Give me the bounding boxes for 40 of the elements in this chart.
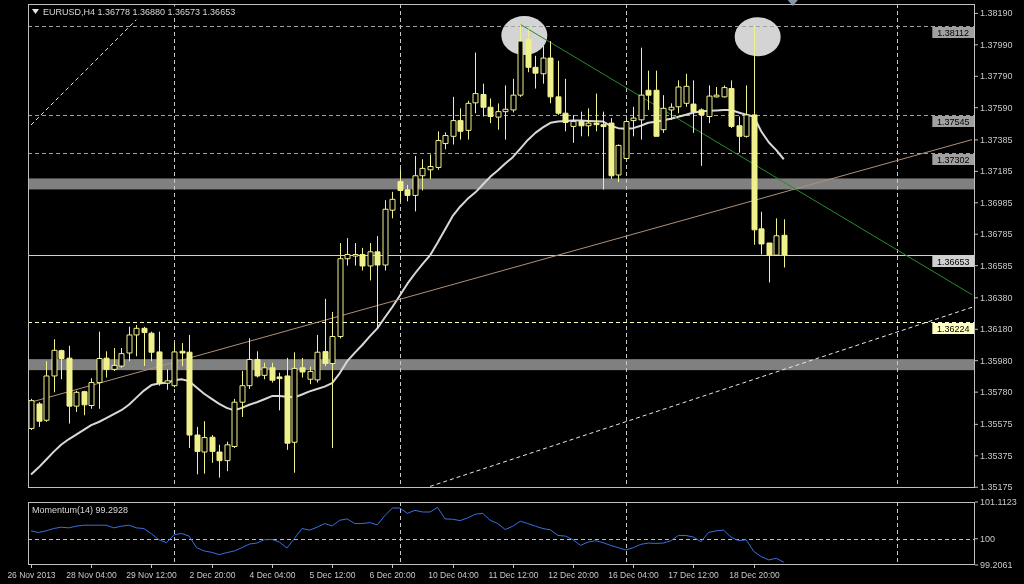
y-tick-label: 1.36180 (980, 324, 1013, 335)
y-tick-label: 1.35980 (980, 355, 1013, 366)
y-tick-label: 99.2061 (980, 560, 1013, 570)
y-tick-label: 1.35780 (980, 387, 1013, 398)
ref-line-label: 1.36653 (936, 256, 970, 267)
x-tick-label: 16 Dec 04:00 (608, 570, 660, 580)
y-tick-label: 1.38190 (980, 8, 1013, 19)
y-tick-label: 1.37385 (980, 134, 1013, 145)
x-tick-label: 10 Dec 04:00 (428, 570, 480, 580)
ref-line-label: 1.38112 (937, 27, 970, 38)
x-tick-label: 6 Dec 20:00 (369, 570, 416, 580)
y-tick-label: 100 (980, 533, 996, 544)
x-tick-label: 18 Dec 20:00 (729, 570, 781, 580)
line-series (30, 506, 785, 563)
ref-line-label: 1.36224 (936, 323, 970, 334)
y-tick-label: 1.35175 (980, 482, 1013, 493)
y-tick-label: 101.1123 (980, 497, 1017, 507)
x-tick-label: 11 Dec 12:00 (488, 570, 539, 580)
x-tick-label: 17 Dec 12:00 (668, 570, 720, 580)
y-tick-label: 1.35375 (980, 450, 1013, 461)
y-tick-label: 1.35575 (980, 419, 1013, 430)
x-tick-label: 26 Nov 2013 (7, 570, 56, 580)
x-tick-label: 4 Dec 04:00 (249, 570, 296, 580)
x-tick-label: 5 Dec 12:00 (309, 570, 356, 580)
x-tick-label: 29 Nov 12:00 (126, 570, 178, 580)
x-tick-label: 2 Dec 20:00 (189, 570, 236, 580)
y-tick-label: 1.37590 (980, 102, 1013, 113)
y-tick-label: 1.37185 (980, 166, 1013, 177)
y-tick-label: 1.36785 (980, 229, 1013, 240)
ref-line-label: 1.37302 (936, 154, 970, 165)
x-tick-label: 12 Dec 20:00 (548, 570, 600, 580)
y-tick-label: 1.36985 (980, 197, 1013, 208)
y-tick-label: 1.37990 (980, 39, 1013, 50)
ref-line-label: 1.37545 (936, 116, 970, 127)
chart-title: Momentum(14) 99.2928 (32, 505, 129, 515)
y-tick-label: 1.36585 (980, 260, 1013, 271)
y-tick-label: 1.36380 (980, 292, 1013, 303)
x-tick-label: 28 Nov 04:00 (66, 570, 118, 580)
chart-title: EURUSD,H4 1.36778 1.36880 1.36573 1.36653 (43, 7, 236, 17)
y-tick-label: 1.37790 (980, 71, 1013, 82)
